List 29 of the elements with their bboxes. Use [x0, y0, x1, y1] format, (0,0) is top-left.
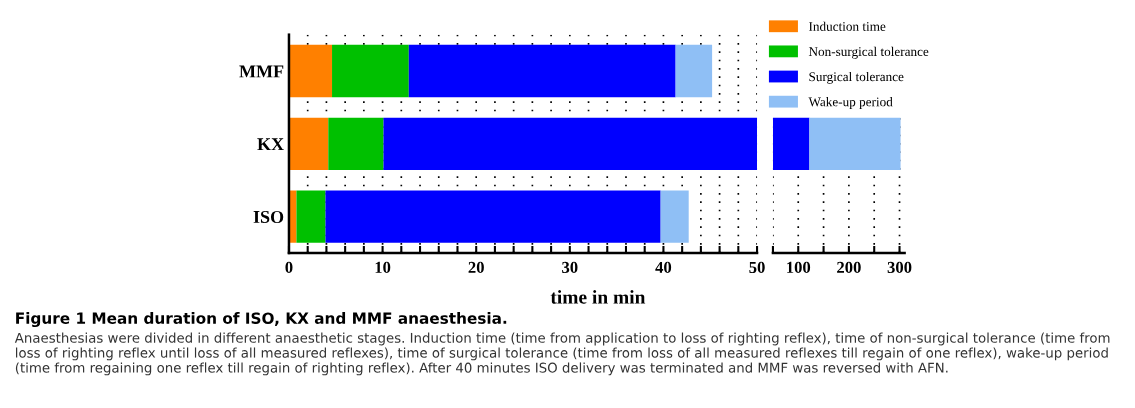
text: Anaesthesias were divided in different anaesthetic stages. Induction time (time from application to loss of righting reflex), time of non-surgical tolerance (time from loss of righting reflex until loss of all measured reflexes), time of surgical tolerance (time from loss of all measured reflexes till regain of one reflex), wake-up period (time from regaining one reflex till regain of righting reflex). After 40 minutes ISO delivery was terminated and MMF was reversed with AFN. [14, 332, 1110, 376]
x-tick-label: 20 [468, 261, 484, 274]
x-tick-label: 10 [375, 261, 391, 274]
legend-label: Non-surgical tolerance [808, 46, 929, 59]
bar [288, 44, 333, 98]
y-tick-label: KX [257, 138, 284, 151]
bar [660, 190, 689, 243]
x-tick-label: 300 [887, 261, 912, 274]
legend-label: Wake-up period [808, 97, 893, 109]
bar [288, 117, 329, 171]
bar [328, 117, 384, 171]
bar [675, 44, 713, 98]
x-tick-label: 40 [655, 261, 672, 274]
x-tick-label: 0 [285, 261, 293, 274]
x-tick-label: 30 [562, 261, 578, 274]
y-tick-label: ISO [253, 210, 284, 224]
legend-label: Surgical tolerance [809, 71, 904, 84]
bar [408, 44, 676, 98]
x-tick-label: 200 [837, 261, 861, 274]
bar [332, 44, 409, 98]
legend-label: Induction time [808, 21, 886, 31]
bar [383, 117, 758, 171]
text: Figure 1 Mean duration of ISO, KX and MMF anaesthesia. [16, 312, 507, 328]
bar [325, 190, 661, 243]
x-tick-label: 100 [787, 261, 811, 274]
bar [296, 190, 326, 243]
x-axis-title: time in min [550, 290, 646, 304]
x-tick-label: 50 [749, 261, 765, 274]
y-tick-label: MMF [239, 65, 284, 78]
